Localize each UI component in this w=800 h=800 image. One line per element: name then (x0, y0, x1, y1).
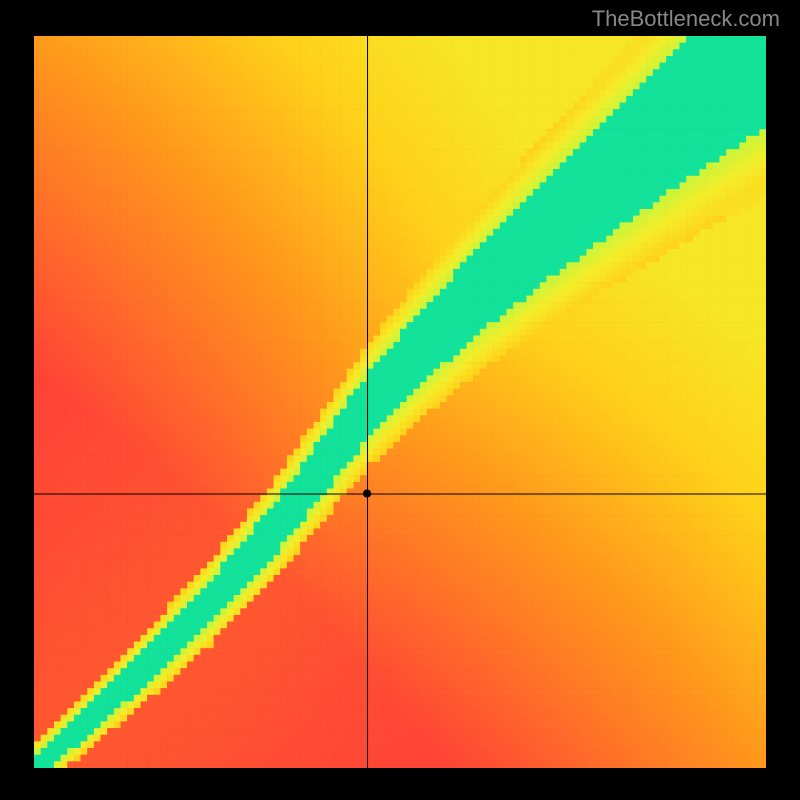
chart-frame: TheBottleneck.com (0, 0, 800, 800)
heatmap-canvas (34, 36, 766, 768)
watermark-text: TheBottleneck.com (592, 6, 780, 32)
heatmap-plot (34, 36, 766, 768)
